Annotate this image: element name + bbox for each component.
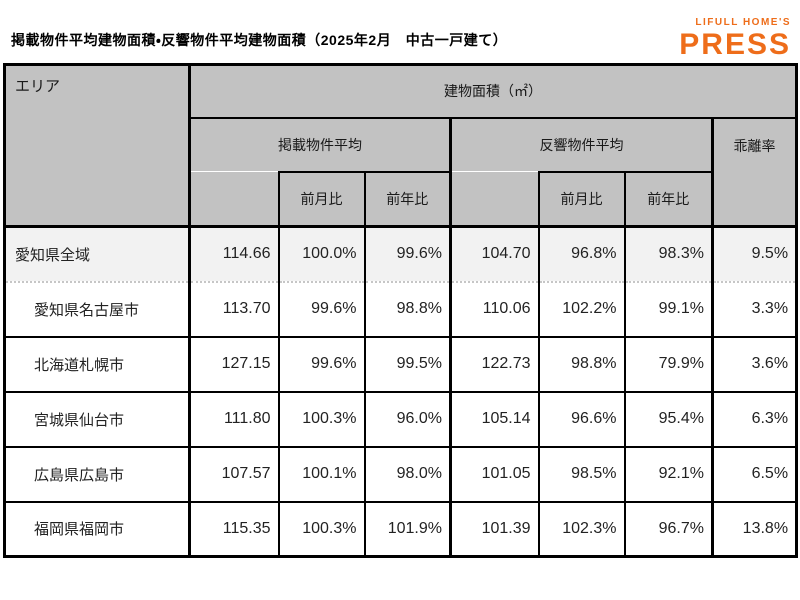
deviation-cell: 3.6% [710, 335, 798, 393]
listed-yoy-cell: 99.6% [363, 225, 452, 282]
response-yoy-cell: 96.7% [623, 500, 714, 558]
header-cell-response-yoy: 前年比 [623, 170, 714, 228]
logo-lifull-homes-text: LIFULL HOME'S [695, 17, 791, 28]
header-row-3: 前月比 前年比 前月比 前年比 [5, 170, 797, 228]
listed-yoy-cell: 99.5% [363, 335, 452, 393]
response-avg-cell: 101.39 [449, 500, 540, 558]
header-cell-response-mom: 前月比 [537, 170, 626, 228]
deviation-cell: 6.5% [710, 445, 798, 503]
table-row: 北海道札幌市 127.15 99.6% 99.5% 122.73 98.8% 7… [3, 335, 798, 393]
response-yoy-cell: 92.1% [623, 445, 714, 503]
header-row-2: 掲載物件平均 反響物件平均 乖離率 [5, 116, 798, 228]
data-table-wrap: エリア 建物面積（㎡） 掲載物件平均 反響物件平均 乖離率 前月比 前年比 前月… [3, 63, 799, 558]
building-area-table: エリア 建物面積（㎡） 掲載物件平均 反響物件平均 乖離率 前月比 前年比 前月… [3, 63, 799, 558]
response-mom-cell: 96.8% [537, 225, 626, 282]
table-row: 愛知県名古屋市 113.70 99.6% 98.8% 110.06 102.2%… [3, 280, 798, 338]
area-cell: 愛知県全域 [3, 225, 191, 282]
header-cell-response-group: 反響物件平均 [449, 116, 714, 172]
response-yoy-cell: 99.1% [623, 280, 714, 338]
header-cell-area: エリア [3, 63, 191, 228]
area-cell: 宮城県仙台市 [3, 390, 191, 448]
deviation-cell: 6.3% [710, 390, 798, 448]
area-cell: 北海道札幌市 [3, 335, 191, 393]
listed-mom-cell: 100.3% [277, 500, 366, 558]
table-row: 福岡県福岡市 115.35 100.3% 101.9% 101.39 102.3… [3, 500, 798, 558]
listed-mom-cell: 100.3% [277, 390, 366, 448]
lifull-homes-press-logo: LIFULL HOME'S PRESS [679, 18, 791, 60]
listed-yoy-cell: 96.0% [363, 390, 452, 448]
header-spacer-listed [188, 171, 280, 228]
listed-mom-cell: 100.0% [277, 225, 366, 282]
header-spacer-response [449, 171, 540, 228]
header-row-1: エリア 建物面積（㎡） [3, 63, 798, 228]
response-avg-cell: 104.70 [449, 225, 540, 282]
response-mom-cell: 98.8% [537, 335, 626, 393]
listed-mom-cell: 99.6% [277, 335, 366, 393]
response-avg-cell: 105.14 [449, 390, 540, 448]
listed-avg-cell: 115.35 [188, 500, 280, 558]
response-yoy-cell: 95.4% [623, 390, 714, 448]
response-mom-cell: 96.6% [537, 390, 626, 448]
response-avg-cell: 110.06 [449, 280, 540, 338]
area-cell: 広島県広島市 [3, 445, 191, 503]
listed-mom-cell: 100.1% [277, 445, 366, 503]
listed-mom-cell: 99.6% [277, 280, 366, 338]
response-mom-cell: 102.2% [537, 280, 626, 338]
deviation-cell: 9.5% [710, 225, 798, 282]
deviation-cell: 3.3% [710, 280, 798, 338]
header-cell-listed-yoy: 前年比 [363, 170, 452, 228]
response-mom-cell: 98.5% [537, 445, 626, 503]
response-avg-cell: 101.05 [449, 445, 540, 503]
header-cell-listed-group: 掲載物件平均 [188, 116, 452, 172]
response-avg-cell: 122.73 [449, 335, 540, 393]
header-cell-deviation: 乖離率 [710, 116, 798, 228]
header-cell-listed-mom: 前月比 [277, 170, 366, 228]
logo-press-text: PRESS [679, 28, 791, 61]
listed-yoy-cell: 98.0% [363, 445, 452, 503]
response-yoy-cell: 79.9% [623, 335, 714, 393]
header-cell-building-area: 建物面積（㎡） [188, 63, 798, 119]
response-mom-cell: 102.3% [537, 500, 626, 558]
listed-avg-cell: 127.15 [188, 335, 280, 393]
table-row: 愛知県全域 114.66 100.0% 99.6% 104.70 96.8% 9… [3, 225, 798, 282]
listed-avg-cell: 113.70 [188, 280, 280, 338]
listed-avg-cell: 111.80 [188, 390, 280, 448]
area-cell: 愛知県名古屋市 [3, 280, 191, 338]
listed-yoy-cell: 101.9% [363, 500, 452, 558]
table-row: 広島県広島市 107.57 100.1% 98.0% 101.05 98.5% … [3, 445, 798, 503]
area-cell: 福岡県福岡市 [3, 500, 191, 558]
page-title: 掲載物件平均建物面積・反響物件平均建物面積（2025年2月 中古一戸建て） [11, 32, 508, 48]
table-row: 宮城県仙台市 111.80 100.3% 96.0% 105.14 96.6% … [3, 390, 798, 448]
deviation-cell: 13.8% [710, 500, 798, 558]
listed-avg-cell: 107.57 [188, 445, 280, 503]
response-yoy-cell: 98.3% [623, 225, 714, 282]
listed-avg-cell: 114.66 [188, 225, 280, 282]
listed-yoy-cell: 98.8% [363, 280, 452, 338]
